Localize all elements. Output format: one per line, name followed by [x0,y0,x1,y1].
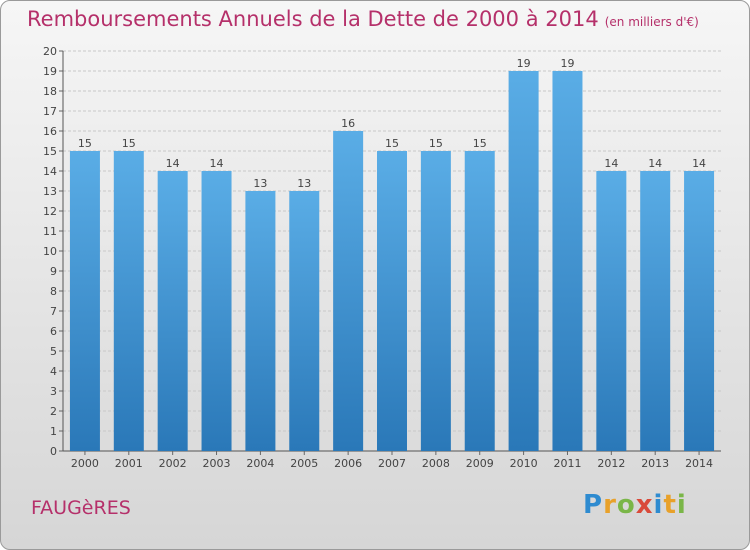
y-tick-label: 11 [43,225,57,238]
bar-2002 [157,171,188,451]
y-tick-label: 1 [50,425,57,438]
logo-letter: x [635,490,654,520]
data-label: 14 [210,157,224,170]
x-tick-label: 2000 [71,457,99,470]
data-label: 16 [341,117,355,130]
data-label: 15 [385,137,399,150]
y-tick-label: 20 [43,45,57,58]
data-label: 14 [166,157,180,170]
bar-2010 [508,71,539,451]
logo-letter: P [583,490,604,520]
y-tick-label: 10 [43,245,57,258]
proxiti-logo[interactable]: Proxiti [583,490,687,520]
y-tick-label: 14 [43,165,57,178]
bar-2004 [245,191,276,451]
chart-title-row: Remboursements Annuels de la Dette de 20… [27,7,699,31]
labels: 0123456789101112131415161718192015200015… [43,45,713,470]
y-tick-label: 9 [50,265,57,278]
bar-2001 [113,151,144,451]
y-tick-label: 16 [43,125,57,138]
bars [69,71,715,451]
y-tick-label: 5 [50,345,57,358]
data-label: 13 [297,177,311,190]
x-tick-label: 2011 [553,457,581,470]
data-label: 15 [473,137,487,150]
data-label: 14 [604,157,618,170]
y-tick-label: 0 [50,445,57,458]
chart-title: Remboursements Annuels de la Dette de 20… [27,7,599,31]
bar-2012 [596,171,627,451]
bar-2011 [552,71,583,451]
x-tick-label: 2010 [510,457,538,470]
y-tick-label: 15 [43,145,57,158]
bar-2007 [377,151,407,451]
bar-2013 [640,171,671,451]
bar-2009 [464,151,495,451]
y-tick-label: 6 [50,325,57,338]
y-tick-label: 12 [43,205,57,218]
data-label: 15 [122,137,136,150]
chart-subtitle: (en milliers d'€) [604,15,699,29]
bar-2008 [420,151,451,451]
y-tick-label: 18 [43,85,57,98]
bar-2006 [333,131,364,451]
y-tick-label: 7 [50,305,57,318]
y-tick-label: 13 [43,185,57,198]
town-name: FAUGèRES [31,497,131,519]
bar-2005 [289,191,320,451]
x-tick-label: 2013 [641,457,669,470]
bar-2003 [201,171,232,451]
data-label: 13 [253,177,267,190]
data-label: 14 [648,157,662,170]
data-label: 19 [560,57,574,70]
x-tick-label: 2007 [378,457,406,470]
data-label: 14 [692,157,706,170]
y-tick-label: 19 [43,65,57,78]
x-tick-label: 2012 [597,457,625,470]
x-tick-label: 2014 [685,457,713,470]
x-tick-label: 2003 [203,457,231,470]
y-tick-label: 8 [50,285,57,298]
x-tick-label: 2001 [115,457,143,470]
x-tick-label: 2006 [334,457,362,470]
logo-letter: r [603,490,617,520]
bar-2000 [69,151,100,451]
x-tick-label: 2002 [159,457,187,470]
logo-letter: t [663,490,677,520]
x-tick-label: 2009 [466,457,494,470]
x-tick-label: 2004 [246,457,274,470]
y-tick-label: 3 [50,385,57,398]
data-label: 15 [429,137,443,150]
y-tick-label: 4 [50,365,57,378]
x-tick-label: 2005 [290,457,318,470]
bar-2014 [684,171,715,451]
data-label: 15 [78,137,92,150]
x-tick-label: 2008 [422,457,450,470]
logo-letter: o [616,490,636,520]
data-label: 19 [517,57,531,70]
logo-letter: i [653,490,664,520]
y-tick-label: 17 [43,105,57,118]
y-tick-label: 2 [50,405,57,418]
logo-letter: i [676,490,687,520]
